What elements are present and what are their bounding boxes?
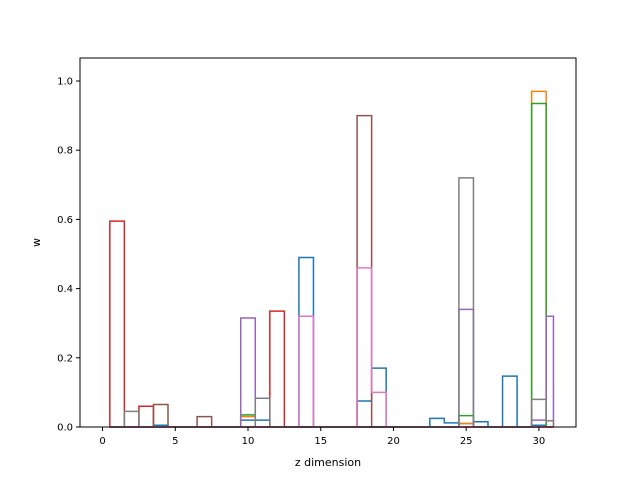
x-tick-label: 20: [387, 436, 400, 447]
y-tick-label: 0.2: [57, 353, 73, 364]
x-tick-label: 0: [99, 436, 105, 447]
y-tick-label: 0.6: [57, 215, 73, 226]
y-axis-ticks: 0.0 0.2 0.4 0.6 0.8 1.0: [57, 77, 80, 434]
y-tick-label: 0.8: [57, 146, 73, 157]
x-tick-label: 30: [533, 436, 546, 447]
y-tick-label: 1.0: [57, 77, 73, 88]
x-axis-ticks: 0 5 10 15 20 25 30: [99, 427, 545, 447]
x-axis-label: z dimension: [295, 456, 361, 469]
plot-area: [80, 58, 576, 427]
x-tick-label: 10: [242, 436, 255, 447]
x-tick-label: 15: [314, 436, 327, 447]
y-tick-label: 0.4: [57, 284, 73, 295]
x-tick-label: 25: [460, 436, 473, 447]
x-tick-label: 5: [172, 436, 178, 447]
y-axis-label: w: [30, 238, 43, 247]
plot-frame: [79, 57, 577, 428]
y-tick-label: 0.0: [57, 423, 73, 434]
